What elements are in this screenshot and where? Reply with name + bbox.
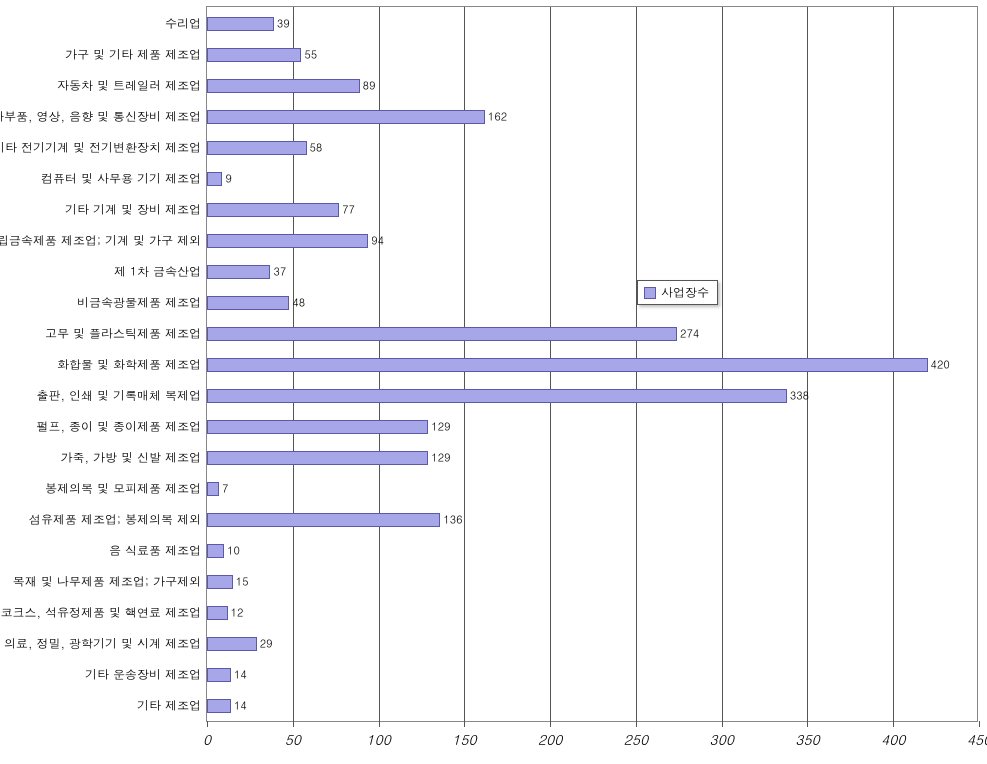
y-category-label: 음 식료품 제조업 [109, 545, 207, 557]
y-category-label: 컴퓨터 및 사무용 기기 제조업 [41, 173, 207, 185]
y-category-label: 기타 기계 및 장비 제조업 [65, 204, 207, 216]
bar: 37 [207, 265, 270, 279]
bar-value-label: 129 [427, 451, 450, 466]
bar: 77 [207, 203, 339, 217]
bar-value-label: 94 [367, 234, 384, 249]
bar-value-label: 420 [927, 358, 950, 373]
y-category-label: 가구 및 기타 제품 제조업 [65, 49, 207, 61]
bar-value-label: 58 [306, 141, 323, 156]
x-tick-label: 100 [366, 721, 391, 749]
x-tick-label: 400 [881, 721, 906, 749]
legend-label: 사업장수 [661, 284, 709, 301]
bar: 14 [207, 699, 231, 713]
y-category-label: 가죽, 가방 및 신발 제조업 [60, 452, 207, 464]
x-tick-label: 200 [538, 721, 563, 749]
bar: 55 [207, 48, 301, 62]
legend: 사업장수 [637, 280, 718, 305]
bar-value-label: 48 [288, 296, 305, 311]
x-tick-label: 450 [967, 721, 987, 749]
y-category-label: 코크스, 석유정제품 및 핵연료 제조업 [0, 607, 207, 619]
bar: 48 [207, 296, 289, 310]
bar-value-label: 77 [338, 203, 355, 218]
bar: 58 [207, 141, 307, 155]
x-tick-label: 250 [624, 721, 649, 749]
bar: 14 [207, 668, 231, 682]
y-category-label: 기타 제조업 [137, 700, 207, 712]
x-tick-label: 150 [452, 721, 477, 749]
bar: 136 [207, 513, 440, 527]
x-tick-label: 300 [709, 721, 734, 749]
bar: 29 [207, 637, 257, 651]
bar-value-label: 9 [221, 172, 231, 187]
bar-value-label: 274 [676, 327, 699, 342]
bar-value-label: 14 [230, 699, 247, 714]
bar: 420 [207, 358, 928, 372]
bar-value-label: 7 [218, 482, 228, 497]
y-category-label: 수리업 [165, 18, 207, 30]
x-tick-label: 0 [203, 721, 211, 749]
bar: 89 [207, 79, 360, 93]
y-category-label: 기타 운송장비 제조업 [85, 669, 207, 681]
bar: 7 [207, 482, 219, 496]
y-category-label: 목재 및 나무제품 제조업; 가구제외 [13, 576, 207, 588]
bar-value-label: 29 [256, 637, 273, 652]
bar-value-label: 14 [230, 668, 247, 683]
bar: 338 [207, 389, 787, 403]
bar: 10 [207, 544, 224, 558]
bar: 12 [207, 606, 228, 620]
bar: 39 [207, 17, 274, 31]
legend-swatch [644, 287, 656, 299]
y-category-label: 펄프, 종이 및 종이제품 제조업 [36, 421, 207, 433]
y-category-label: 섬유제품 제조업; 봉제의복 제외 [29, 514, 207, 526]
y-category-label: 의료, 정밀, 광학기기 및 시계 제조업 [4, 638, 207, 650]
bar: 162 [207, 110, 485, 124]
y-category-label: 비금속광물제품 제조업 [77, 297, 207, 309]
x-tick-label: 350 [795, 721, 820, 749]
bar-value-label: 37 [269, 265, 286, 280]
y-category-label: 전자부품, 영상, 음향 및 통신장비 제조업 [0, 111, 207, 123]
bar-value-label: 39 [273, 17, 290, 32]
y-category-label: 자동차 및 트레일러 제조업 [57, 80, 207, 92]
bar: 94 [207, 234, 368, 248]
y-category-label: 화합물 및 화학제품 제조업 [57, 359, 207, 371]
plot-area: 050100150200250300350400450수리업39가구 및 기타 … [206, 6, 978, 722]
bar-value-label: 55 [300, 48, 317, 63]
bar-value-label: 15 [232, 575, 249, 590]
y-category-label: 고무 및 플라스틱제품 제조업 [45, 328, 207, 340]
bar: 274 [207, 327, 677, 341]
bar-value-label: 162 [484, 110, 507, 125]
bar: 129 [207, 451, 428, 465]
bar-value-label: 136 [439, 513, 462, 528]
bar: 15 [207, 575, 233, 589]
bar-value-label: 129 [427, 420, 450, 435]
y-category-label: 조립금속제품 제조업; 기계 및 가구 제외 [0, 235, 207, 247]
bar: 9 [207, 172, 222, 186]
bar-value-label: 338 [786, 389, 809, 404]
bar-value-label: 89 [359, 79, 376, 94]
y-category-label: 기타 전기기계 및 전기변환장치 제조업 [0, 142, 207, 154]
bar: 129 [207, 420, 428, 434]
x-tick-label: 50 [285, 721, 301, 749]
bar-value-label: 10 [223, 544, 240, 559]
y-category-label: 출판, 인쇄 및 기록매체 복제업 [36, 390, 207, 402]
bar-value-label: 12 [227, 606, 244, 621]
chart-container: 050100150200250300350400450수리업39가구 및 기타 … [0, 0, 987, 764]
y-category-label: 봉제의복 및 모피제품 제조업 [45, 483, 207, 495]
y-category-label: 제 1차 금속산업 [114, 266, 207, 278]
